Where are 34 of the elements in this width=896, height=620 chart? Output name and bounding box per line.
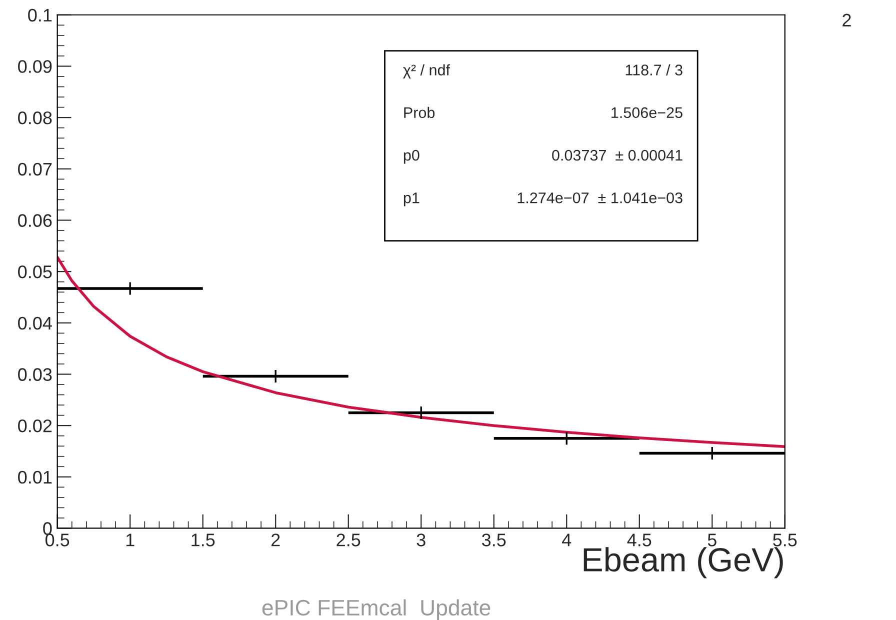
y-tick-label: 0.04	[18, 316, 52, 330]
x-tick-label: 5.5	[773, 534, 797, 546]
annotation: 1.506e−25	[612, 107, 682, 118]
x-tick-label: 1.5	[192, 534, 215, 546]
annotation: 118.7 / 3	[626, 64, 682, 76]
y-tick-label: 0.05	[18, 265, 52, 278]
text: ePIC FEEmcal Update	[262, 599, 490, 620]
annotation: Prob	[404, 106, 435, 118]
y-tick-label: 0.07	[18, 162, 52, 176]
y-tick-label: 0.02	[18, 420, 52, 432]
annotation: p0	[404, 150, 420, 164]
line-series	[57, 256, 785, 448]
y-tick-label: 0.06	[18, 214, 52, 227]
y-tick-label: 0	[43, 522, 52, 535]
annotation: χ² / ndf	[403, 64, 450, 78]
x-tick-label: 2.5	[336, 534, 360, 546]
y-tick-label: 0.01	[18, 470, 52, 484]
annotation: p1	[404, 192, 420, 206]
annotation: 0.03737 ± 0.00041	[552, 150, 682, 161]
x-tick-label: 1	[126, 534, 134, 546]
y-tick-label: 0.1	[28, 8, 52, 22]
annotation: 1.274e−07 ± 1.041e−03	[518, 192, 682, 204]
x-tick-label: 2	[272, 534, 280, 546]
x-tick-label: 3.5	[482, 534, 506, 546]
x-axis-title: Ebeam (GeV)	[584, 547, 783, 578]
y-tick-label: 0.08	[18, 111, 52, 124]
x-tick-label: 4	[562, 534, 572, 546]
text: 2	[842, 14, 851, 26]
x-tick-label: 4.5	[627, 534, 652, 546]
x-tick-label: 5	[708, 534, 716, 546]
x-tick-label: 3	[416, 534, 426, 546]
x-tick-label: 0.5	[46, 534, 70, 546]
y-tick-label: 0.09	[18, 60, 52, 73]
y-tick-label: 0.03	[18, 368, 52, 381]
